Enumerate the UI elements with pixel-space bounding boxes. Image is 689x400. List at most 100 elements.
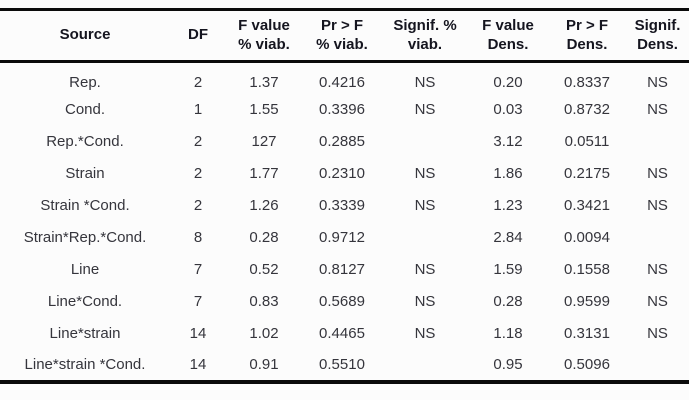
cell-prf-viab: 0.9712 (319, 229, 365, 246)
cell-signif-dens: NS (647, 197, 668, 214)
cell-df: 2 (193, 73, 203, 91)
cell-source: Rep.*Cond. (46, 133, 124, 150)
cell-signif-dens: NS (647, 165, 668, 182)
cell-signif-viab (382, 350, 468, 382)
cell-df: 7 (193, 261, 203, 278)
cell-df: 8 (193, 229, 203, 246)
cell-fvalue-dens: 0.28 (493, 293, 523, 310)
header-row: Source DF F value% viab. Pr > F% viab. S… (0, 9, 689, 63)
cell-signif-viab: NS (414, 73, 436, 91)
cell-source: Strain*Rep.*Cond. (23, 229, 147, 246)
cell-signif-dens (626, 126, 689, 158)
col-header-signif-viab: Signif. % viab. (382, 9, 468, 63)
cell-signif-dens: NS (647, 101, 668, 118)
cell-source: Rep. (69, 73, 101, 91)
cell-prf-viab: 0.3339 (319, 197, 365, 214)
header-line1: Source (59, 26, 111, 43)
cell-fvalue-dens: 2.84 (493, 229, 523, 246)
table-row: Cond. 1 1.55 0.3396 NS 0.03 0.8732 NS (0, 94, 689, 126)
cell-prf-dens: 0.5096 (564, 356, 610, 373)
cell-prf-dens: 0.9599 (564, 293, 610, 310)
cell-fvalue-dens: 0.03 (493, 101, 523, 118)
cell-fvalue-dens: 1.59 (493, 261, 523, 278)
cell-prf-dens: 0.3421 (564, 197, 610, 214)
table-row: Line*strain *Cond. 14 0.91 0.5510 0.95 0.5096 (0, 350, 689, 382)
cell-fvalue-viab: 1.37 (249, 73, 279, 91)
cell-source: Line*strain *Cond. (24, 356, 146, 373)
cell-signif-dens (626, 350, 689, 382)
cell-prf-dens: 0.3131 (564, 325, 610, 342)
cell-source: Cond. (64, 101, 106, 118)
cell-fvalue-dens: 3.12 (493, 133, 523, 150)
cell-source: Line*strain (49, 325, 121, 342)
cell-df: 14 (189, 325, 207, 342)
cell-prf-viab: 0.3396 (319, 101, 365, 118)
cell-signif-viab: NS (414, 293, 436, 310)
table-body: Rep. 2 1.37 0.4216 NS 0.20 0.8337 NS Cond. 1 1.55 0… (0, 62, 689, 382)
cell-source: Strain (65, 165, 105, 182)
cell-signif-viab (382, 126, 468, 158)
table-row: Line*Cond. 7 0.83 0.5689 NS 0.28 0.9599 NS (0, 286, 689, 318)
header-line1: Pr > F (320, 16, 364, 34)
header-line1: Pr > F (565, 16, 609, 34)
cell-source: Line*Cond. (47, 293, 123, 310)
cell-prf-dens: 0.1558 (564, 261, 610, 278)
cell-prf-viab: 0.5510 (319, 356, 365, 373)
cell-fvalue-dens: 0.95 (493, 356, 523, 373)
table-header: Source DF F value% viab. Pr > F% viab. S… (0, 9, 689, 63)
col-header-prf-dens: Pr > F Dens. (548, 9, 626, 63)
anova-table: Source DF F value% viab. Pr > F% viab. S… (0, 8, 689, 384)
table-row: Line*strain 14 1.02 0.4465 NS 1.18 0.3131 NS (0, 318, 689, 350)
col-header-fvalue-dens: F value Dens. (468, 9, 548, 63)
cell-signif-dens (626, 222, 689, 254)
col-header-signif-dens: Signif. Dens. (626, 9, 689, 63)
header-line1: F value (238, 16, 290, 34)
cell-fvalue-dens: 1.23 (493, 197, 523, 214)
header-line2: % viab. (238, 35, 290, 53)
cell-prf-viab: 0.4216 (319, 73, 365, 91)
cell-source: Strain *Cond. (40, 197, 130, 214)
header-line1: F value (482, 16, 534, 34)
col-header-fvalue-viab: F value% viab. (226, 9, 302, 63)
header-line1: DF (188, 26, 208, 43)
cell-df: 2 (193, 133, 203, 150)
cell-fvalue-viab: 0.28 (249, 229, 279, 246)
cell-fvalue-viab: 1.02 (249, 325, 279, 342)
cell-df: 14 (189, 356, 207, 373)
cell-prf-dens: 0.0094 (564, 229, 610, 246)
cell-signif-viab: NS (414, 101, 436, 118)
cell-df: 1 (193, 101, 203, 118)
table-row: Strain 2 1.77 0.2310 NS 1.86 0.2175 NS (0, 158, 689, 190)
cell-df: 2 (193, 165, 203, 182)
table-row: Rep.*Cond. 2 127 0.2885 3.12 0.0511 (0, 126, 689, 158)
cell-df: 7 (193, 293, 203, 310)
cell-signif-viab: NS (414, 325, 436, 342)
cell-fvalue-viab: 0.91 (249, 356, 279, 373)
cell-prf-viab: 0.2885 (319, 133, 365, 150)
cell-fvalue-dens: 0.20 (493, 73, 523, 91)
header-line2: Dens. (487, 35, 529, 53)
cell-fvalue-dens: 1.18 (493, 325, 523, 342)
table-row: Line 7 0.52 0.8127 NS 1.59 0.1558 NS (0, 254, 689, 286)
cell-signif-dens: NS (647, 325, 668, 342)
header-line1: Signif. (634, 16, 681, 34)
cell-signif-viab: NS (414, 165, 436, 182)
cell-signif-viab: NS (414, 197, 436, 214)
cell-fvalue-viab: 127 (251, 133, 277, 150)
cell-signif-viab (382, 222, 468, 254)
cell-source: Line (70, 261, 100, 278)
cell-signif-viab: NS (414, 261, 436, 278)
header-line2: Dens. (637, 35, 678, 53)
cell-fvalue-viab: 1.26 (249, 197, 279, 214)
cell-fvalue-dens: 1.86 (493, 165, 523, 182)
header-line1: Signif. % (393, 16, 457, 34)
col-header-source: Source (0, 9, 170, 63)
cell-prf-viab: 0.4465 (319, 325, 365, 342)
cell-fvalue-viab: 0.52 (249, 261, 279, 278)
header-line2: % viab. (316, 35, 368, 53)
cell-fvalue-viab: 1.55 (249, 101, 279, 118)
col-header-df: DF (170, 9, 226, 63)
cell-df: 2 (193, 197, 203, 214)
table-row: Strain*Rep.*Cond. 8 0.28 0.9712 2.84 0.0094 (0, 222, 689, 254)
